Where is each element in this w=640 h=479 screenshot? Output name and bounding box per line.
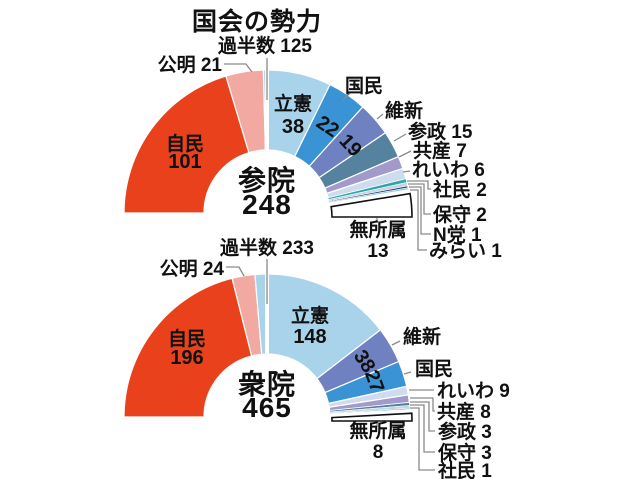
party-name-label: 維新 [403,325,441,348]
party-name-label: 立憲 [274,92,312,115]
page-title: 国会の勢力 [192,8,322,36]
party-name-label: 自民 [168,327,206,350]
pie-slice [329,408,411,414]
party-seats-label: 8 [373,442,384,463]
pie-slice [123,75,250,214]
party-name-label: 国民 [345,75,383,97]
party-label: 社民 2 [432,178,487,201]
party-name-label: 無所属 [349,218,406,241]
party-label: N党 1 [433,223,482,246]
pie-slice [328,187,409,203]
leader-line [226,266,245,277]
party-label: れいわ 9 [437,380,510,402]
pie-slice [123,277,253,418]
leader-line [393,133,407,142]
party-label: れいわ 6 [412,159,485,181]
party-label: 参政 3 [438,420,492,443]
party-seats-label: 196 [170,347,203,369]
leader-line [402,170,411,173]
leader-line [342,92,351,101]
party-label: 共産 7 [413,139,467,162]
leader-line [408,183,431,215]
leader-line [403,371,412,375]
chamber-total-label: 465 [242,392,292,423]
party-label: 公明 21 [158,54,223,76]
leader-line [376,113,384,120]
majority-label: 過半数 125 [218,34,312,57]
party-seats-label: 101 [168,151,201,173]
leader-line [391,340,401,346]
leader-line [398,150,412,158]
party-seats-label: 13 [367,241,388,262]
party-label: 参政 15 [408,120,473,143]
party-seats-label: 38 [282,116,304,138]
party-label: みらい 1 [429,240,502,262]
leader-line [410,404,435,453]
party-label: 公明 24 [160,258,225,280]
party-label: 共産 8 [437,400,491,423]
chamber-label: 参院 [238,164,296,196]
leader-line [224,63,253,73]
pie-slice [330,192,413,218]
pie-slice [254,273,382,380]
party-name-label: 自民 [166,132,204,155]
leader-line [410,407,435,471]
party-label: 保守 2 [432,203,487,226]
chamber-label: 衆院 [238,368,296,400]
party-seats-label: 148 [293,326,326,348]
chamber-total-label: 248 [242,189,292,220]
pie-slice [331,412,413,422]
leader-line [410,401,435,432]
party-name-label: 維新 [385,99,423,122]
party-label: 社民 1 [437,459,492,479]
leader-line [410,189,427,251]
leader-line [410,397,435,412]
party-name-label: 立憲 [291,304,329,327]
party-label: 保守 3 [437,441,492,464]
majority-label: 過半数 233 [220,236,314,259]
leader-line [409,186,431,235]
leader-line [407,180,431,190]
party-name-label: 国民 [415,358,453,380]
party-name-label: 無所属 [349,419,406,442]
